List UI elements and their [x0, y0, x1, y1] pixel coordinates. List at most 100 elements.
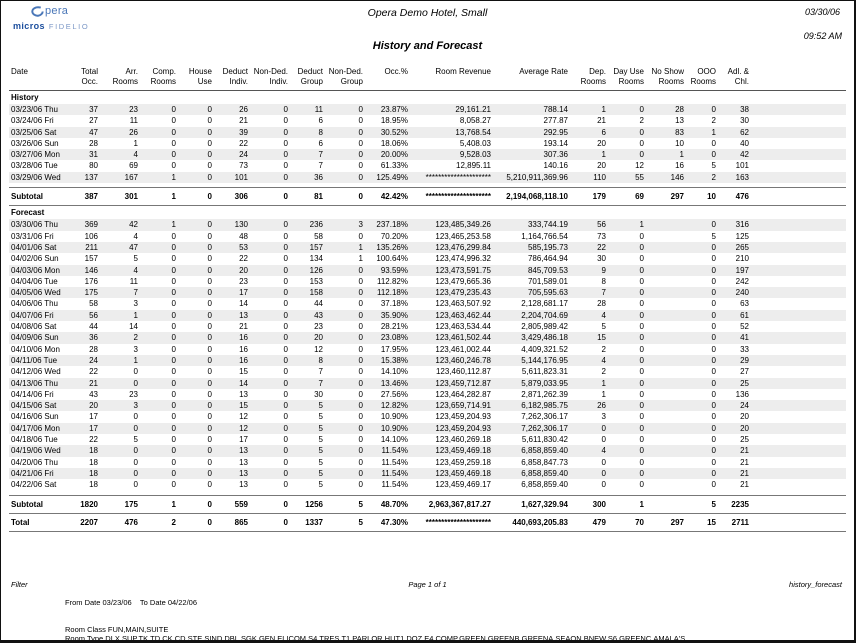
row-label-cell: 04/01/06 Sat [11, 242, 57, 252]
value-cell: 0 [207, 333, 212, 343]
value-cell: 6 [318, 116, 323, 126]
table-row: 04/08/06 Sat 44 14 0 0 21 0 23 0 28.21% 123,463,53… [9, 321, 846, 332]
value-cell: 0 [639, 378, 644, 388]
column-header: No Show Rooms [651, 67, 684, 86]
row-label-cell: 04/15/06 Sat [11, 401, 57, 411]
value-cell: 0 [358, 231, 363, 241]
value-cell: 2,204,704.69 [521, 310, 568, 320]
value-cell: 5 [358, 517, 363, 527]
value-cell: 0 [358, 378, 363, 388]
row-label-cell: 03/23/06 Thu [11, 105, 59, 114]
value-cell: 0 [639, 254, 644, 264]
value-cell: 25 [740, 435, 749, 445]
value-cell: 22 [239, 254, 248, 264]
value-cell: 16 [675, 161, 684, 171]
value-cell: 0 [207, 172, 212, 182]
opera-logo: pera [31, 6, 89, 17]
value-cell: 1256 [305, 499, 323, 509]
value-cell: 0 [358, 367, 363, 377]
value-cell: 0 [358, 265, 363, 275]
value-cell: 6,858,859.40 [521, 480, 568, 490]
value-cell: 73 [597, 231, 606, 241]
value-cell: 307.36 [543, 150, 568, 160]
value-cell: 0 [171, 105, 176, 114]
value-cell: 0 [171, 138, 176, 148]
value-cell [644, 479, 684, 490]
value-cell: ********************* [425, 172, 491, 182]
value-cell: 297 [670, 192, 684, 202]
value-cell: 158 [309, 288, 323, 298]
value-cell: 123,459,469.17 [435, 480, 491, 490]
table-row: 04/18/06 Tue 22 5 0 0 17 0 5 0 14.10% 123,460,269.… [9, 434, 846, 445]
value-cell: 56 [89, 310, 98, 320]
value-cell: 22 [89, 435, 98, 445]
value-cell: 20 [597, 161, 606, 171]
value-cell: 0 [639, 457, 644, 467]
value-cell: 5,408.03 [459, 138, 491, 148]
table-row: 03/25/06 Sat 47 26 0 0 39 0 8 0 30.52% 13,768.54 29… [9, 126, 846, 138]
value-cell: 55 [635, 172, 644, 182]
value-cell: 0 [283, 333, 288, 343]
value-cell: 5 [601, 322, 606, 332]
value-cell: 11.54% [381, 480, 408, 490]
value-cell: 0 [133, 468, 138, 478]
value-cell: 58 [314, 231, 323, 241]
value-cell: 0 [711, 105, 716, 114]
value-cell: 0 [207, 220, 212, 230]
value-cell: 0 [207, 276, 212, 286]
value-cell: 15 [239, 401, 248, 411]
value-cell: 197 [735, 265, 749, 275]
table-row: 04/01/06 Sat 211 47 0 0 53 0 157 1 135.26% 123,476… [9, 241, 846, 254]
row-label-cell: 04/04/06 Tue [11, 276, 58, 286]
value-cell: 0 [171, 401, 176, 411]
value-cell: 47 [129, 242, 138, 252]
value-cell: 123,463,462.44 [435, 310, 491, 320]
filter-label: Filter [11, 580, 28, 589]
value-cell: 1 [171, 192, 176, 202]
value-cell: 0 [358, 105, 363, 114]
value-cell: 39 [239, 127, 248, 137]
value-cell: 0 [639, 265, 644, 275]
value-cell: 28.21% [380, 322, 408, 332]
value-cell: 0 [207, 412, 212, 422]
value-cell: 2,805,989.42 [521, 322, 568, 332]
value-cell: 11 [129, 276, 138, 286]
value-cell: 5,879,033.95 [521, 378, 568, 388]
report-file-name: history_forecast [789, 580, 842, 589]
value-cell: 28 [89, 344, 98, 354]
value-cell [644, 457, 684, 468]
value-cell: 0 [283, 116, 288, 126]
value-cell: 193.14 [543, 138, 568, 148]
row-label-cell: 04/17/06 Mon [11, 423, 60, 433]
value-cell: 0 [283, 468, 288, 478]
value-cell: 10.90% [380, 423, 408, 433]
value-cell: 110 [593, 172, 606, 182]
table-row: 04/20/06 Thu 18 0 0 0 13 0 5 0 11.54% 123,459,259.… [9, 457, 846, 468]
value-cell: 123,460,112.87 [435, 367, 491, 377]
value-cell: 26 [239, 105, 248, 114]
value-cell: 2 [601, 367, 606, 377]
value-cell: 27 [89, 116, 98, 126]
value-cell: 1 [679, 150, 684, 160]
value-cell: 0 [639, 299, 644, 309]
value-cell: 16 [239, 355, 248, 365]
value-cell: 6,182,985.75 [521, 401, 568, 411]
value-cell: 0 [639, 288, 644, 298]
value-cell: 5 [318, 435, 323, 445]
value-cell: 123,461,002.44 [435, 344, 491, 354]
value-cell: 163 [735, 172, 749, 182]
value-cell: 0 [207, 105, 212, 114]
value-cell: 0 [283, 138, 288, 148]
value-cell: 1 [358, 242, 363, 252]
value-cell [644, 468, 684, 479]
value-cell: 0 [283, 435, 288, 445]
value-cell: 7 [318, 161, 323, 171]
value-cell [644, 276, 684, 287]
value-cell: 17.95% [380, 344, 408, 354]
value-cell: 0 [639, 412, 644, 422]
value-cell: 16 [239, 333, 248, 343]
value-cell: 1 [601, 389, 606, 399]
value-cell [644, 434, 684, 445]
value-cell: 3 [601, 412, 606, 422]
value-cell: 106 [84, 231, 98, 241]
